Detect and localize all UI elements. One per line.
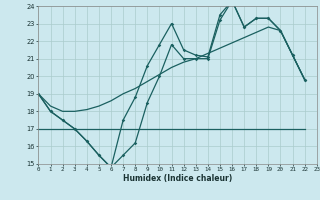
X-axis label: Humidex (Indice chaleur): Humidex (Indice chaleur) — [123, 174, 232, 183]
